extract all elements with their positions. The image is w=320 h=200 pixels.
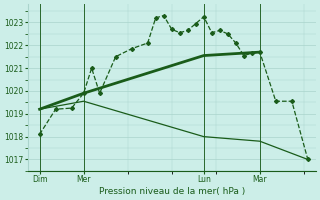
X-axis label: Pression niveau de la mer( hPa ): Pression niveau de la mer( hPa ) [99,187,245,196]
